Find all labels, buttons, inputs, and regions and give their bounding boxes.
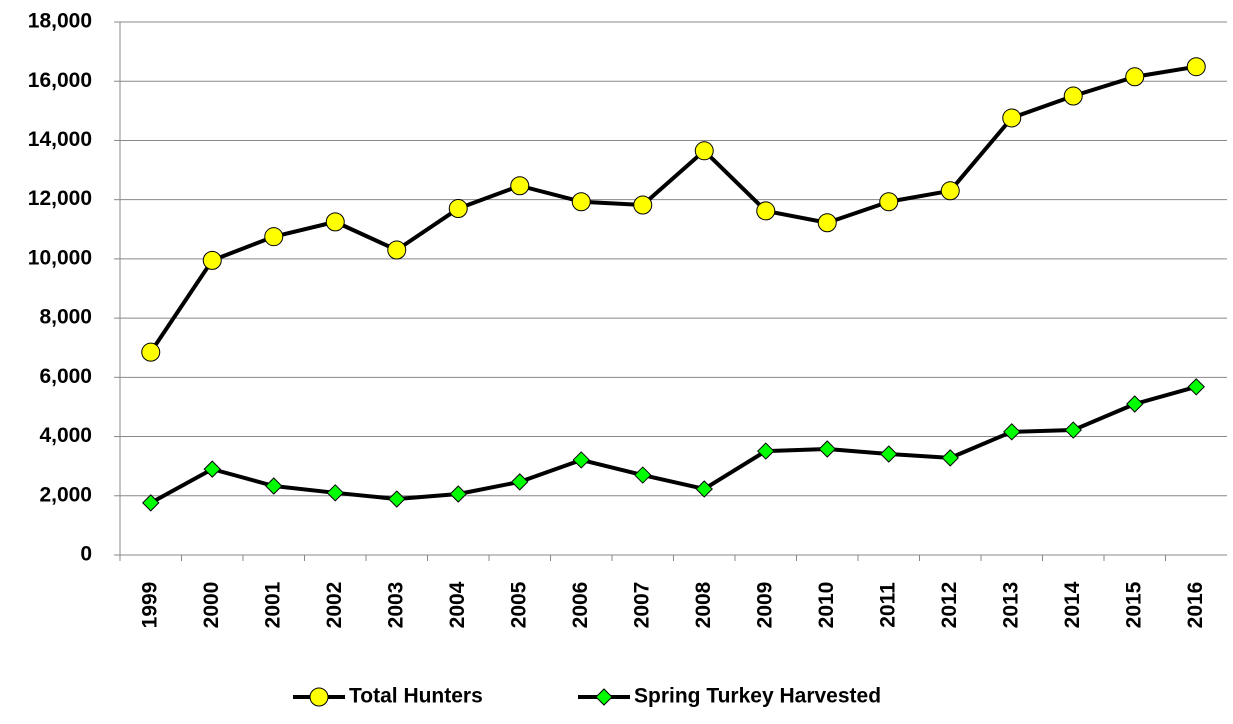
data-point (326, 484, 344, 502)
data-point (695, 480, 713, 498)
series-line (149, 64, 1197, 354)
x-tick-label: 2008 (692, 581, 715, 628)
y-tick-label: 8,000 (39, 306, 92, 329)
data-point (142, 494, 160, 512)
x-tick-label: 2000 (200, 582, 223, 629)
x-tick-label: 2005 (507, 581, 530, 628)
y-tick-label: 0 (80, 543, 92, 566)
data-point (756, 201, 776, 221)
x-tick-label: 2016 (1184, 582, 1207, 629)
data-point (757, 442, 775, 460)
data-point (511, 473, 529, 491)
data-point (1125, 67, 1145, 87)
y-tick-label: 10,000 (28, 246, 92, 269)
data-point (1003, 423, 1021, 441)
y-tick-label: 14,000 (28, 128, 92, 151)
data-point (634, 466, 652, 484)
data-point (1186, 57, 1206, 77)
x-tick-label: 2006 (569, 582, 592, 629)
y-tick-label: 6,000 (39, 365, 92, 388)
y-tick-label: 2,000 (39, 483, 92, 506)
data-point (940, 181, 960, 201)
data-point (449, 485, 467, 503)
data-point (388, 490, 406, 508)
x-tick-label: 2002 (323, 582, 346, 629)
y-tick-label: 16,000 (28, 69, 92, 92)
data-point (818, 440, 836, 458)
x-tick-label: 2011 (876, 582, 899, 628)
data-point (325, 212, 345, 232)
data-point (633, 195, 653, 215)
legend-marker (595, 688, 613, 706)
y-tick-label: 18,000 (28, 10, 92, 33)
legend-marker (309, 687, 329, 707)
data-point (141, 342, 161, 362)
data-point (1063, 86, 1083, 106)
x-tick-label: 2014 (1061, 581, 1084, 628)
y-tick-label: 4,000 (39, 424, 92, 447)
data-point (202, 250, 222, 270)
data-point (265, 477, 283, 495)
x-tick-label: 2015 (1122, 581, 1145, 628)
x-tick-label: 2009 (753, 582, 776, 629)
data-point (1064, 421, 1082, 439)
series-line (149, 384, 1197, 505)
data-point (1126, 395, 1144, 413)
data-point (264, 227, 284, 247)
data-point (879, 192, 899, 212)
data-point (571, 192, 591, 212)
x-tick-label: 2010 (815, 582, 838, 629)
data-point (448, 199, 468, 219)
legend-label: Total Hunters (349, 685, 483, 708)
x-tick-label: 2012 (938, 582, 961, 629)
x-tick-label: 2004 (446, 581, 469, 628)
x-tick-label: 2003 (384, 582, 407, 629)
x-tick-label: 2007 (630, 582, 653, 629)
data-point (817, 213, 837, 233)
y-tick-label: 12,000 (28, 187, 92, 210)
data-point (572, 451, 590, 469)
data-point (1187, 378, 1205, 396)
data-point (510, 176, 530, 196)
data-point (880, 445, 898, 463)
data-point (1002, 108, 1022, 128)
data-point (941, 449, 959, 467)
legend-label: Spring Turkey Harvested (634, 685, 881, 708)
x-tick-label: 2001 (261, 581, 284, 628)
x-tick-label: 1999 (138, 582, 161, 629)
x-tick-label: 2013 (999, 582, 1022, 629)
data-point (387, 240, 407, 260)
data-point (203, 460, 221, 478)
data-point (694, 141, 714, 161)
